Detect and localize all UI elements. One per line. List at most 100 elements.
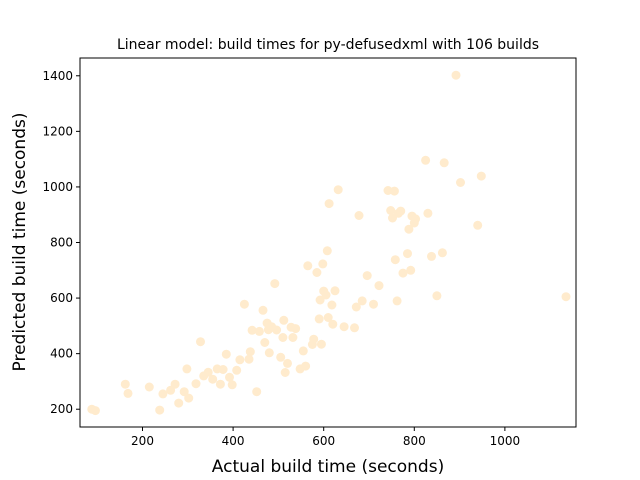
y-tick-label: 600 bbox=[50, 291, 73, 305]
data-point bbox=[208, 374, 218, 384]
data-point bbox=[232, 365, 242, 375]
y-tick-label: 800 bbox=[50, 236, 73, 250]
data-point bbox=[354, 211, 364, 220]
data-point bbox=[398, 268, 408, 278]
data-point bbox=[298, 346, 308, 356]
y-tick-label: 1400 bbox=[42, 69, 73, 83]
data-point bbox=[123, 388, 133, 398]
data-point bbox=[421, 155, 431, 165]
data-point bbox=[270, 279, 280, 289]
data-point bbox=[339, 322, 349, 332]
data-point bbox=[427, 251, 436, 261]
data-point bbox=[288, 333, 298, 342]
data-point bbox=[283, 358, 292, 368]
data-point bbox=[221, 349, 231, 359]
data-point bbox=[316, 339, 326, 349]
data-point bbox=[264, 348, 274, 358]
data-point bbox=[324, 199, 334, 209]
y-tick-label: 1000 bbox=[42, 180, 73, 194]
data-point bbox=[312, 268, 322, 277]
x-tick-label: 600 bbox=[312, 434, 335, 448]
data-point bbox=[374, 281, 384, 291]
data-point bbox=[476, 171, 486, 181]
data-point bbox=[333, 185, 343, 195]
data-point bbox=[218, 365, 228, 374]
scatter-points bbox=[87, 70, 571, 416]
data-point bbox=[215, 379, 225, 389]
data-point bbox=[315, 295, 325, 305]
data-point bbox=[369, 299, 378, 309]
data-point bbox=[318, 259, 328, 269]
data-point bbox=[390, 255, 400, 265]
data-point bbox=[389, 186, 399, 196]
data-point bbox=[279, 315, 289, 325]
data-point bbox=[411, 214, 421, 224]
data-point bbox=[404, 224, 414, 234]
x-axis-label: Actual build time (seconds) bbox=[212, 457, 444, 477]
data-point bbox=[258, 305, 268, 315]
data-point bbox=[239, 299, 249, 309]
chart-title: Linear model: build times for py-defused… bbox=[117, 37, 539, 53]
data-point bbox=[323, 313, 333, 322]
data-point bbox=[203, 367, 213, 377]
data-point bbox=[144, 382, 154, 392]
y-axis-label: Predicted build time (seconds) bbox=[10, 113, 30, 372]
y-tick-label: 1200 bbox=[42, 124, 73, 138]
data-point bbox=[386, 206, 396, 215]
data-point bbox=[252, 387, 262, 397]
data-point bbox=[120, 379, 130, 389]
data-point bbox=[406, 265, 416, 275]
x-tick-label: 800 bbox=[403, 434, 426, 448]
data-point bbox=[158, 389, 168, 399]
data-point bbox=[245, 347, 255, 357]
data-point bbox=[179, 387, 189, 397]
y-tick-label: 200 bbox=[50, 402, 73, 416]
data-point bbox=[314, 314, 324, 324]
data-point bbox=[327, 300, 337, 310]
data-point bbox=[90, 406, 100, 416]
y-tick-label: 400 bbox=[50, 347, 73, 361]
data-point bbox=[362, 271, 372, 281]
data-point bbox=[423, 208, 433, 218]
data-point bbox=[330, 286, 340, 296]
data-point bbox=[272, 325, 282, 335]
data-point bbox=[227, 380, 237, 390]
data-point bbox=[437, 248, 447, 258]
data-point bbox=[196, 337, 205, 347]
data-point bbox=[225, 372, 234, 382]
data-point bbox=[328, 319, 338, 329]
data-point bbox=[260, 338, 270, 347]
data-point bbox=[350, 323, 359, 333]
data-point bbox=[351, 302, 361, 312]
x-tick-label: 1000 bbox=[490, 434, 521, 448]
data-point bbox=[392, 296, 402, 306]
axis-ticks: 200 400 600 800 1000 200 400 600 800 1000 1200 1400 bbox=[42, 69, 520, 448]
data-point bbox=[278, 333, 288, 342]
data-point bbox=[321, 290, 331, 300]
data-point bbox=[322, 246, 332, 256]
data-point bbox=[244, 354, 254, 364]
plot-frame bbox=[79, 57, 577, 428]
data-point bbox=[155, 405, 165, 415]
data-point bbox=[309, 334, 319, 344]
data-point bbox=[170, 379, 180, 389]
data-point bbox=[280, 368, 290, 377]
data-point bbox=[291, 324, 301, 334]
data-point bbox=[432, 291, 442, 301]
data-point bbox=[403, 249, 412, 259]
data-point bbox=[191, 379, 201, 389]
data-point bbox=[357, 296, 367, 306]
data-point bbox=[235, 355, 245, 365]
data-point bbox=[473, 220, 483, 230]
data-point bbox=[247, 325, 257, 335]
data-point bbox=[456, 178, 465, 187]
data-point bbox=[301, 361, 311, 371]
data-point bbox=[396, 206, 406, 216]
data-point bbox=[451, 70, 461, 80]
data-point bbox=[254, 326, 264, 336]
data-point bbox=[303, 261, 313, 271]
x-tick-label: 200 bbox=[131, 434, 154, 448]
data-point bbox=[439, 158, 449, 168]
